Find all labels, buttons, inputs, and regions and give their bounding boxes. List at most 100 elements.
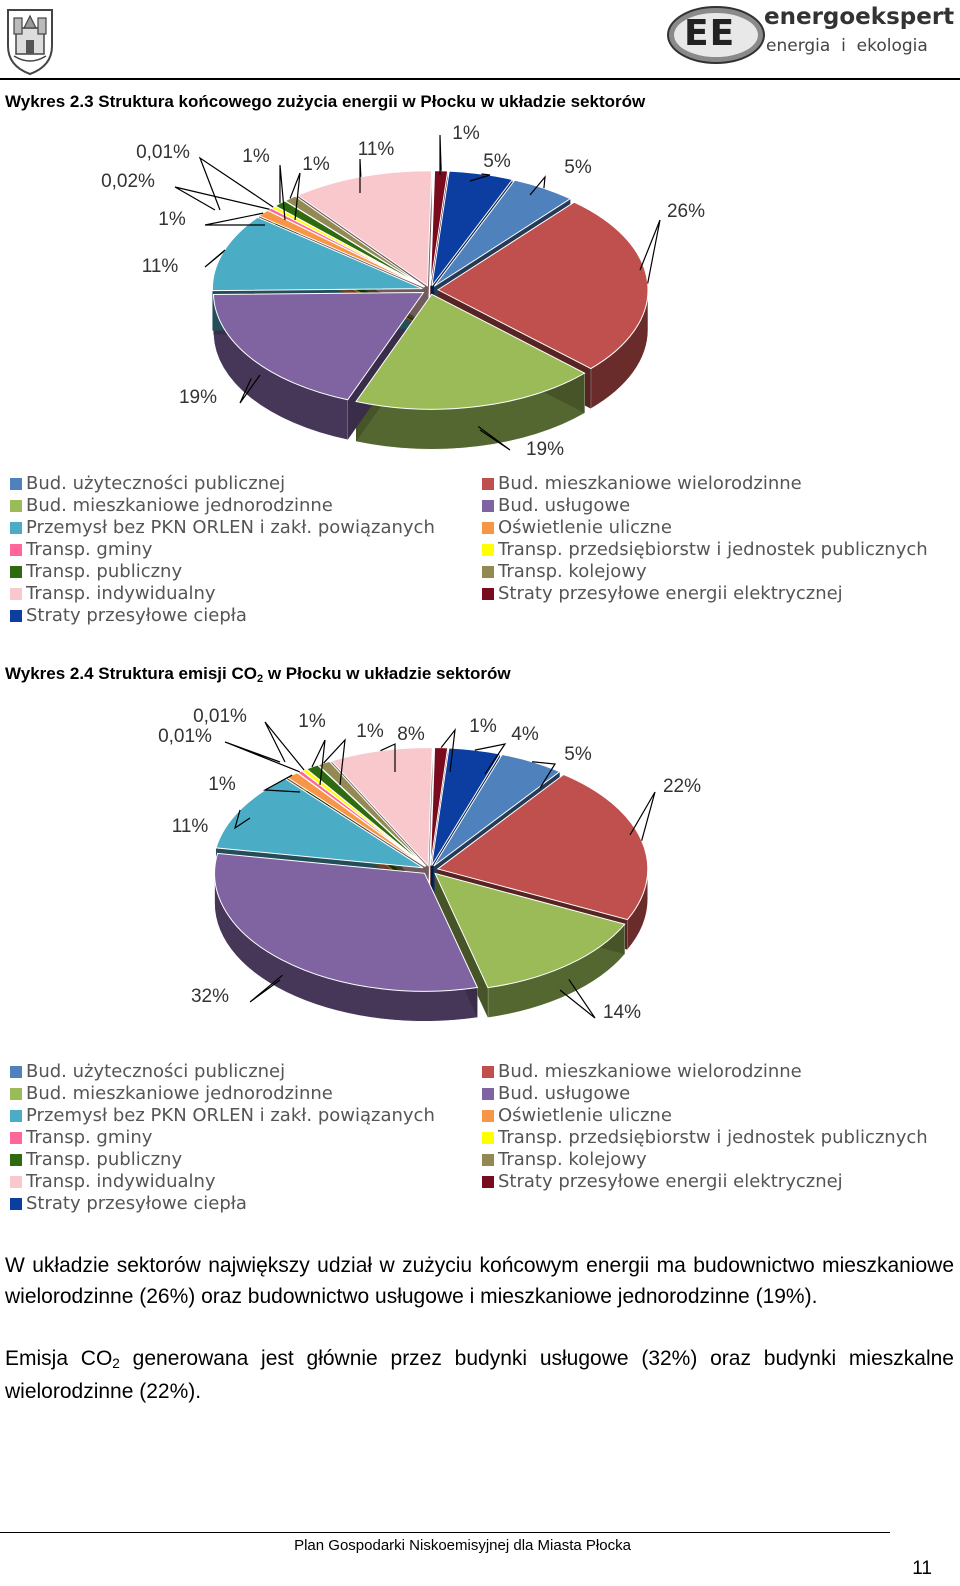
pie-slice <box>212 291 425 401</box>
legend-swatch <box>482 1132 494 1144</box>
pie-slice-label: 19% <box>526 439 564 460</box>
pie-leader-line <box>474 743 507 775</box>
pie-slice <box>436 773 649 921</box>
co2-emission-pie-chart: 1% 4% 5% 22% 14% 32% 11% 1% 0,01%0,01% 1% 1% 8% <box>158 706 701 1023</box>
pie-leader-line <box>262 774 301 793</box>
legend-item: Transp. przedsiębiorstw i jednostek publ… <box>482 1127 928 1149</box>
pie-leader-line <box>311 739 326 786</box>
legend-swatch <box>10 1176 22 1188</box>
legend-label: Transp. indywidualny <box>26 1171 216 1192</box>
pie-slice <box>355 293 586 410</box>
pie-slice-label: 32% <box>191 986 229 1007</box>
pie-slice-label: 4% <box>511 724 539 745</box>
legend-item: Bud. mieszkaniowe wielorodzinne <box>482 1061 802 1083</box>
legend-item: Transp. gminy <box>10 539 152 561</box>
pie-leader-line <box>559 979 596 1019</box>
pie-slice-label: 11% <box>172 816 209 837</box>
figure1-caption: Wykres 2.3 Struktura końcowego zużycia e… <box>5 92 646 111</box>
legend-swatch <box>10 1088 22 1100</box>
pie-slice-label: 1% <box>298 711 326 732</box>
legend-label: Oświetlenie uliczne <box>498 517 672 538</box>
pie-slice-label: 0,02% <box>101 171 155 192</box>
legend-item: Oświetlenie uliczne <box>482 1105 672 1127</box>
legend-swatch <box>10 1154 22 1166</box>
legend-swatch <box>482 588 494 600</box>
legend-item: Bud. usługowe <box>482 495 630 517</box>
pie-leader-line <box>639 219 661 284</box>
legend-swatch <box>10 478 22 490</box>
pie-slice-label: 19% <box>179 387 217 408</box>
pie-slice-label: 1% <box>158 209 186 230</box>
pie-slice-label: 14% <box>603 1002 641 1023</box>
legend-item: Bud. użyteczności publicznej <box>10 1061 285 1083</box>
legend-label: Transp. publiczny <box>26 1149 183 1170</box>
ee-logo-ellipse-icon <box>667 6 765 64</box>
energoekspert-logo: EE energoekspert energia i ekologia <box>666 4 956 66</box>
pie-slice <box>296 170 433 287</box>
legend-item: Transp. publiczny <box>10 561 182 583</box>
pie-leader-line <box>233 809 251 830</box>
footer-divider <box>0 1532 890 1533</box>
legend-swatch <box>482 500 494 512</box>
legend-swatch <box>482 1176 494 1188</box>
pie-leader-line <box>204 212 265 226</box>
pie-slice-label: 0,01% <box>158 726 212 747</box>
energy-consumption-pie-chart: 1%5% 5%26%19%19%11%1%0,02%0,01% 1% 1%11% <box>101 123 705 460</box>
legend-label: Transp. indywidualny <box>26 583 216 604</box>
legend-label: Przemysł bez PKN ORLEN i zakł. powiązany… <box>26 1105 435 1126</box>
pie-slice-label: 1% <box>242 146 270 167</box>
legend-label: Straty przesyłowe ciepła <box>26 605 247 626</box>
legend-swatch <box>10 544 22 556</box>
pie-leader-line <box>198 156 274 211</box>
pie-leader-line <box>440 727 456 773</box>
legend-label: Transp. kolejowy <box>498 1149 647 1170</box>
pie-slice-label: 1% <box>469 716 497 737</box>
pie-leader-line <box>249 974 283 1003</box>
pie-slice-label: 1% <box>302 154 330 175</box>
pie-tops <box>211 170 649 410</box>
figure2-caption: Wykres 2.4 Struktura emisji CO2 w Płocku… <box>5 664 511 685</box>
header-divider <box>0 78 960 80</box>
pie-slice <box>330 747 433 867</box>
ee-logo-mark: EE <box>684 13 736 54</box>
body-text: W układzie sektorów największy udział w … <box>5 1250 954 1407</box>
legend-item: Bud. mieszkaniowe wielorodzinne <box>482 473 802 495</box>
legend-item: Straty przesyłowe ciepła <box>10 605 247 627</box>
legend-label: Przemysł bez PKN ORLEN i zakł. powiązany… <box>26 517 435 538</box>
legend-item: Bud. mieszkaniowe jednorodzinne <box>10 1083 333 1105</box>
legend-swatch <box>10 500 22 512</box>
legend-label: Straty przesyłowe energii elektrycznej <box>498 1171 843 1192</box>
legend-swatch <box>482 1066 494 1078</box>
pie-slice-label: 22% <box>663 776 701 797</box>
legend-swatch <box>482 1154 494 1166</box>
legend-label: Bud. mieszkaniowe jednorodzinne <box>26 1083 333 1104</box>
pie-leader-line <box>224 741 300 773</box>
pie-slice-label: 8% <box>397 724 425 745</box>
legend-label: Straty przesyłowe ciepła <box>26 1193 247 1214</box>
pie-leader-line <box>380 743 396 772</box>
chart1-legend: Bud. użyteczności publicznej Bud. mieszka… <box>10 473 960 628</box>
footer-title: Plan Gospodarki Niskoemisyjnej dla Miast… <box>294 1537 631 1554</box>
legend-swatch <box>482 544 494 556</box>
legend-swatch <box>482 1110 494 1122</box>
legend-item: Transp. indywidualny <box>10 1171 216 1193</box>
chart2-legend: Bud. użyteczności publicznej Bud. mieszka… <box>10 1061 960 1216</box>
pie-leader-line <box>532 761 557 789</box>
pie-slice-label: 0,01% <box>193 706 247 727</box>
legend-item: Transp. kolejowy <box>482 561 647 583</box>
pie-slice <box>431 747 501 866</box>
paragraph-energy: W układzie sektorów największy udział w … <box>5 1254 954 1308</box>
page-number: 11 <box>912 1558 932 1579</box>
pie-slice-label: 0,01% <box>136 142 190 163</box>
pie-leader-line <box>279 164 286 221</box>
pie-leader-line <box>204 249 226 268</box>
pie-slice-label: 5% <box>564 744 592 765</box>
pie-slice <box>434 872 626 989</box>
legend-label: Transp. gminy <box>26 539 153 560</box>
pie-slice <box>214 852 479 992</box>
legend-swatch <box>482 478 494 490</box>
legend-swatch <box>10 1066 22 1078</box>
pie-leader-line <box>264 721 305 771</box>
pie-slice-label: 5% <box>483 151 511 172</box>
pie-leader-line <box>359 158 362 193</box>
